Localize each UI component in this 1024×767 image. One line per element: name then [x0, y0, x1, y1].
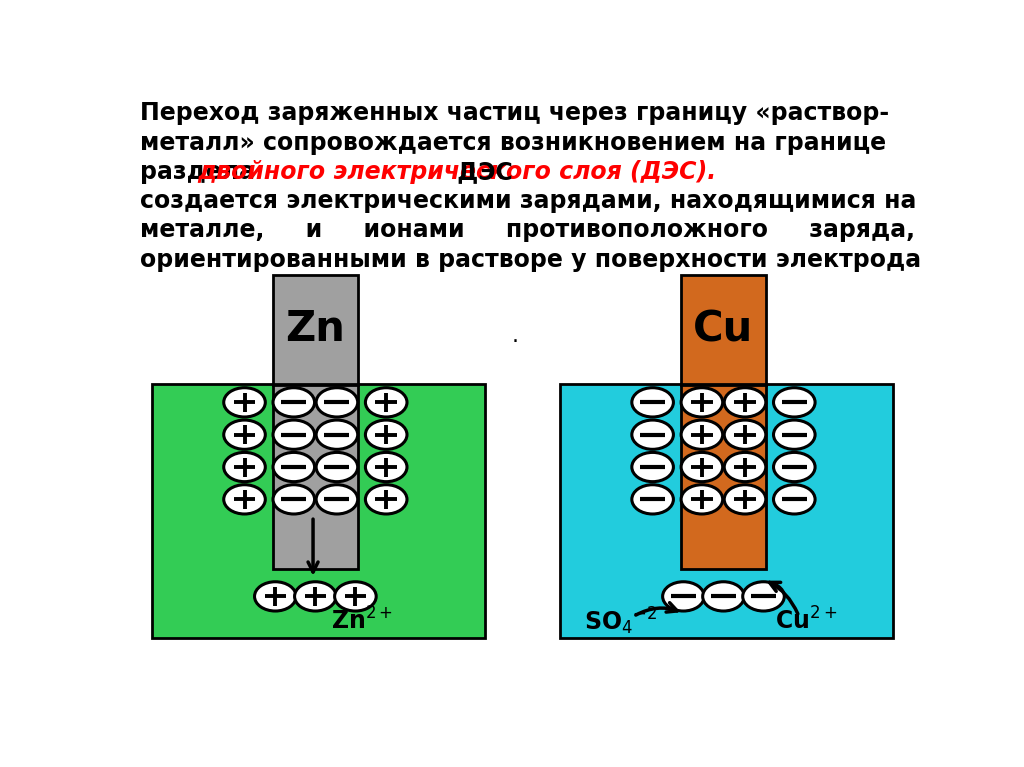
Ellipse shape	[316, 388, 357, 417]
Ellipse shape	[223, 485, 265, 514]
Ellipse shape	[223, 388, 265, 417]
Bar	[273, 384, 357, 568]
Ellipse shape	[316, 485, 357, 514]
Ellipse shape	[273, 388, 314, 417]
Bar	[681, 384, 766, 568]
Text: металле,     и     ионами     противоположного     заряда,: металле, и ионами противоположного заряд…	[140, 219, 914, 242]
Ellipse shape	[724, 388, 766, 417]
Ellipse shape	[366, 485, 407, 514]
Bar	[153, 384, 484, 638]
Ellipse shape	[273, 420, 314, 449]
Ellipse shape	[316, 420, 357, 449]
Text: Cu: Cu	[693, 308, 754, 351]
Text: ДЭС: ДЭС	[450, 160, 513, 184]
Ellipse shape	[773, 453, 815, 482]
Ellipse shape	[366, 453, 407, 482]
Bar	[273, 275, 357, 385]
Ellipse shape	[632, 485, 674, 514]
Text: раздела: раздела	[140, 160, 263, 184]
Ellipse shape	[366, 388, 407, 417]
Text: двойного электрического слоя (ДЭС).: двойного электрического слоя (ДЭС).	[198, 160, 717, 184]
Ellipse shape	[681, 453, 723, 482]
Ellipse shape	[773, 485, 815, 514]
Text: SO$_4$$^{-2}$: SO$_4$$^{-2}$	[584, 605, 657, 637]
Text: создается электрическими зарядами, находящимися на: создается электрическими зарядами, наход…	[140, 189, 916, 213]
Ellipse shape	[773, 388, 815, 417]
Ellipse shape	[295, 581, 336, 611]
Text: Zn$^{2+}$: Zn$^{2+}$	[331, 607, 392, 634]
Ellipse shape	[663, 581, 705, 611]
Text: металл» сопровождается возникновением на границе: металл» сопровождается возникновением на…	[140, 130, 886, 154]
Ellipse shape	[681, 420, 723, 449]
Ellipse shape	[316, 453, 357, 482]
Ellipse shape	[223, 453, 265, 482]
Ellipse shape	[681, 388, 723, 417]
Bar	[560, 384, 893, 638]
Ellipse shape	[681, 485, 723, 514]
Bar	[273, 384, 357, 568]
Ellipse shape	[702, 581, 744, 611]
Bar	[681, 384, 766, 568]
Ellipse shape	[366, 420, 407, 449]
Text: Переход заряженных частиц через границу «раствор-: Переход заряженных частиц через границу …	[140, 101, 889, 125]
Ellipse shape	[273, 453, 314, 482]
Ellipse shape	[724, 420, 766, 449]
Ellipse shape	[724, 485, 766, 514]
Ellipse shape	[273, 485, 314, 514]
Ellipse shape	[742, 581, 784, 611]
Text: Cu$^{2+}$: Cu$^{2+}$	[775, 607, 838, 634]
Ellipse shape	[724, 453, 766, 482]
Ellipse shape	[223, 420, 265, 449]
Ellipse shape	[773, 420, 815, 449]
Text: .: .	[512, 326, 519, 346]
Ellipse shape	[255, 581, 296, 611]
Ellipse shape	[335, 581, 376, 611]
Text: ориентированными в растворе у поверхности электрода: ориентированными в растворе у поверхност…	[140, 248, 921, 272]
Ellipse shape	[632, 388, 674, 417]
Bar	[681, 275, 766, 385]
Ellipse shape	[632, 420, 674, 449]
Ellipse shape	[632, 453, 674, 482]
Text: Zn: Zn	[286, 308, 345, 351]
